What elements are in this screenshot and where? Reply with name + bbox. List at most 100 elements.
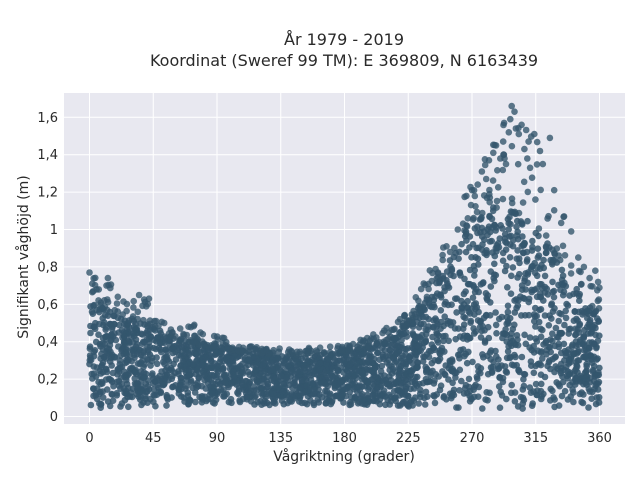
data-point — [524, 155, 531, 162]
data-point — [120, 332, 128, 340]
data-point — [387, 376, 395, 384]
data-point — [228, 399, 235, 407]
data-point — [520, 294, 527, 302]
data-point — [498, 362, 505, 369]
data-point — [117, 403, 124, 410]
data-point — [555, 402, 563, 409]
data-point — [460, 321, 468, 329]
data-point — [518, 312, 525, 319]
data-point — [160, 381, 168, 389]
data-point — [422, 338, 430, 346]
data-point — [400, 330, 408, 338]
data-point — [506, 213, 513, 221]
data-point — [362, 360, 370, 367]
data-point — [402, 360, 410, 368]
data-point — [131, 354, 138, 362]
data-point — [561, 321, 568, 329]
data-point — [414, 304, 422, 312]
data-point — [467, 319, 474, 327]
data-point — [124, 371, 131, 379]
data-point — [270, 373, 277, 381]
data-point — [557, 286, 564, 294]
data-point — [533, 138, 541, 146]
data-point — [199, 330, 207, 338]
data-point — [423, 351, 431, 358]
data-point — [363, 334, 371, 342]
data-point — [355, 383, 363, 391]
data-point — [87, 329, 94, 337]
data-point — [185, 372, 193, 379]
data-point — [535, 252, 543, 259]
data-point — [436, 386, 444, 394]
data-point — [246, 343, 253, 351]
data-point — [518, 286, 526, 294]
data-point — [504, 302, 512, 310]
data-point — [463, 192, 470, 200]
data-point — [103, 386, 111, 393]
data-point — [245, 356, 253, 363]
data-point — [124, 356, 132, 363]
data-point — [575, 254, 582, 261]
data-point — [460, 313, 467, 321]
data-point — [465, 308, 473, 316]
data-point — [400, 324, 408, 331]
data-point — [363, 401, 371, 409]
data-point — [349, 340, 357, 348]
data-point — [348, 394, 355, 401]
data-point — [381, 346, 389, 354]
data-point — [259, 362, 267, 369]
data-point — [316, 360, 324, 367]
data-point — [415, 324, 423, 331]
data-point — [363, 377, 371, 385]
data-point — [550, 207, 558, 214]
data-point — [226, 345, 234, 352]
data-point — [141, 338, 148, 346]
data-point — [529, 237, 536, 245]
data-point — [222, 379, 229, 387]
data-point — [390, 355, 398, 362]
data-point — [462, 248, 470, 256]
data-point — [263, 378, 271, 385]
data-point — [391, 325, 398, 333]
data-point — [520, 370, 528, 378]
data-point — [470, 325, 477, 332]
data-point — [570, 398, 577, 406]
data-point — [441, 313, 449, 321]
data-point — [456, 355, 463, 362]
data-point — [565, 330, 572, 337]
data-point — [405, 392, 412, 400]
data-point — [507, 220, 514, 228]
data-point — [109, 397, 117, 405]
data-point — [477, 369, 484, 377]
data-point — [512, 353, 519, 361]
data-point — [284, 362, 292, 369]
data-point — [507, 115, 514, 123]
data-point — [437, 292, 445, 299]
data-point — [134, 360, 142, 367]
data-point — [134, 315, 141, 323]
data-point — [572, 374, 580, 382]
data-point — [471, 272, 478, 279]
x-axis-ticks: 0 45 90 135 180 225 270 315 360 — [85, 431, 612, 446]
data-point — [420, 320, 427, 328]
data-point — [496, 404, 504, 412]
data-point — [172, 333, 179, 340]
data-point — [190, 339, 197, 346]
data-point — [339, 391, 347, 398]
data-point — [192, 351, 200, 358]
data-point — [308, 372, 315, 379]
data-point — [269, 356, 277, 364]
data-point — [503, 320, 511, 328]
data-point — [406, 367, 414, 375]
data-point — [475, 288, 483, 296]
data-point — [454, 226, 462, 233]
data-point — [298, 355, 306, 362]
data-point — [562, 349, 570, 357]
data-point — [131, 375, 138, 382]
data-point — [151, 378, 159, 385]
data-point — [212, 396, 220, 404]
data-point — [297, 384, 305, 391]
x-tick-label: 180 — [332, 431, 357, 446]
data-point — [524, 256, 531, 263]
data-point — [475, 308, 482, 316]
